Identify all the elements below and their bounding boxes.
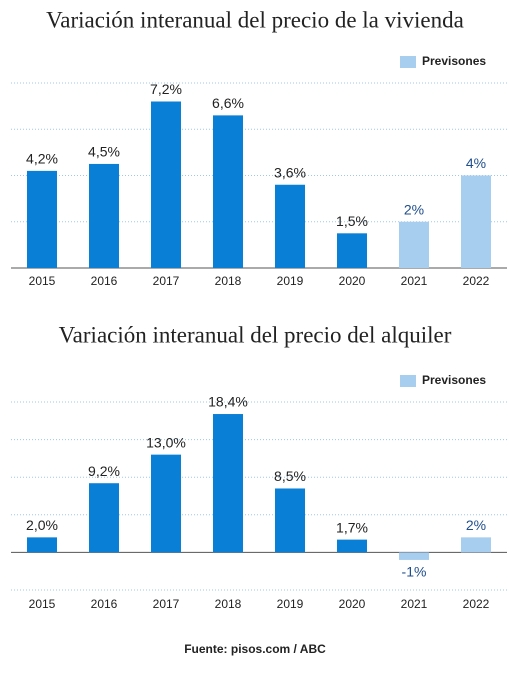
value-label: 2% <box>466 517 486 533</box>
value-label: 9,2% <box>88 463 120 479</box>
x-tick-label: 2022 <box>463 274 490 288</box>
bar <box>275 184 305 268</box>
bar <box>89 163 119 268</box>
legend-swatch <box>400 56 416 68</box>
x-tick-label: 2021 <box>401 274 428 288</box>
value-label: 6,6% <box>212 95 244 111</box>
x-tick-label: 2017 <box>153 597 180 611</box>
value-label: 4,2% <box>26 151 58 167</box>
x-tick-label: 2018 <box>215 597 242 611</box>
x-tick-label: 2021 <box>401 597 428 611</box>
x-tick-label: 2020 <box>339 274 366 288</box>
chart-title: Variación interanual del precio del alqu… <box>59 322 452 347</box>
source: Fuente: pisos.com / ABC <box>184 642 326 656</box>
x-tick-label: 2019 <box>277 274 304 288</box>
value-label: 4% <box>466 155 486 171</box>
bar <box>213 115 243 268</box>
bar <box>27 170 57 268</box>
bar <box>213 414 243 553</box>
value-label: 1,5% <box>336 213 368 229</box>
bar <box>151 101 181 268</box>
bar <box>399 552 429 560</box>
x-tick-label: 2022 <box>463 597 490 611</box>
value-label: 18,4% <box>208 394 248 410</box>
value-label: 13,0% <box>146 434 186 450</box>
chart-title: Variación interanual del precio de la vi… <box>46 7 464 32</box>
bar <box>399 221 429 268</box>
value-label: 4,5% <box>88 144 120 160</box>
bar <box>89 483 119 553</box>
value-label: 2,0% <box>26 517 58 533</box>
value-label: 7,2% <box>150 81 182 97</box>
value-label: -1% <box>402 564 427 580</box>
bar <box>27 537 57 553</box>
legend-label: Previsones <box>422 373 486 387</box>
bar <box>337 233 367 268</box>
x-tick-label: 2015 <box>29 597 56 611</box>
x-tick-label: 2020 <box>339 597 366 611</box>
x-tick-label: 2016 <box>91 597 118 611</box>
x-tick-label: 2016 <box>91 274 118 288</box>
value-label: 1,7% <box>336 519 368 535</box>
legend-label: Previsones <box>422 54 486 68</box>
x-tick-label: 2018 <box>215 274 242 288</box>
value-label: 2% <box>404 201 424 217</box>
value-label: 3,6% <box>274 164 306 180</box>
x-tick-label: 2015 <box>29 274 56 288</box>
legend-swatch <box>400 375 416 387</box>
bar <box>337 539 367 553</box>
bar <box>461 175 491 268</box>
bar <box>461 537 491 553</box>
bar <box>151 454 181 553</box>
x-tick-label: 2017 <box>153 274 180 288</box>
value-label: 8,5% <box>274 468 306 484</box>
x-tick-label: 2019 <box>277 597 304 611</box>
bar <box>275 488 305 553</box>
